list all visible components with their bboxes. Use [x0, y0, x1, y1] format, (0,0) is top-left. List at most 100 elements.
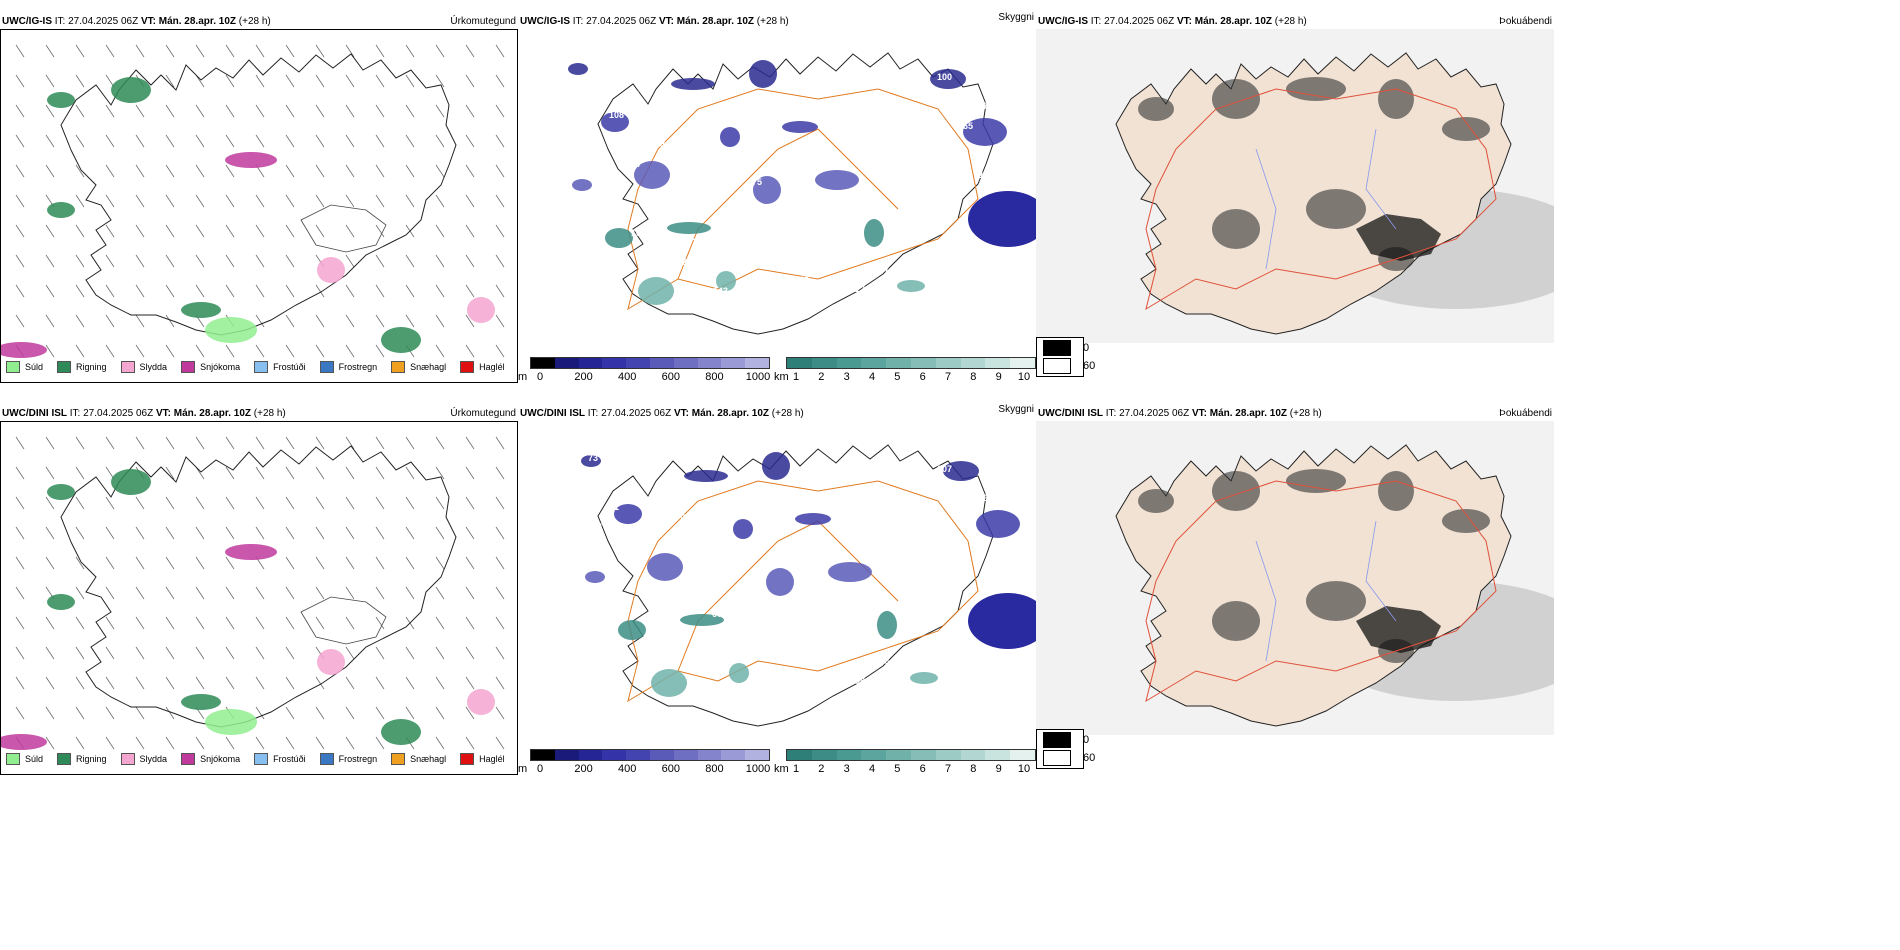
glacier-outline — [300, 204, 387, 253]
legend-label: Haglél — [479, 362, 505, 372]
colorbar-segment — [554, 358, 579, 368]
colorbar-segment — [910, 750, 936, 760]
fog-legend-label: 0 — [1083, 342, 1090, 354]
colorbar-segment — [721, 750, 746, 760]
colorbar-segment — [1010, 750, 1035, 760]
cloud-base-value: 69 — [896, 313, 906, 323]
cloud-base-value: 132 — [876, 63, 891, 73]
legend-item: Frostregn — [319, 753, 377, 765]
legend-label: Frostregn — [338, 362, 378, 372]
cloud-base-value: 125 — [732, 589, 747, 599]
cloud-base-value: 27 — [629, 90, 639, 100]
colorbar-tick: 200 — [574, 371, 593, 383]
panel-title: UWC/DINI ISL IT: 27.04.2025 06Z VT: Mán.… — [520, 408, 804, 419]
cloud-map: 73 75 100 61 70 160 64 113 62 218 147 81 67 127 125 152… — [518, 421, 1036, 749]
cloud-base-value: 99 — [835, 304, 845, 314]
cloud-base-value: 147 — [998, 473, 1013, 483]
legend-label: Frostúði — [273, 754, 306, 764]
colorbar-unit: m — [518, 371, 528, 383]
cloud-patch — [815, 170, 859, 190]
colorbar-tick: 7 — [944, 763, 952, 775]
legend-swatch — [460, 361, 475, 373]
legend-swatch — [460, 753, 475, 765]
coastline — [1115, 52, 1512, 335]
cloud-base-value: 74 — [733, 266, 743, 276]
precip-area — [47, 594, 75, 610]
cloud-base-value: 107 — [937, 464, 952, 474]
cloud-base-value: 131 — [590, 199, 605, 209]
cloud-base-value: 127 — [691, 560, 706, 570]
colorbar-segment — [836, 750, 862, 760]
cloud-patch — [733, 519, 753, 539]
precip-area — [225, 152, 277, 168]
legend-item: Snæhagl — [391, 753, 446, 765]
cloud-patch — [647, 553, 683, 581]
colorbar-segment — [745, 750, 769, 760]
colorbar-unit: m — [518, 763, 528, 775]
cloud-patch — [828, 562, 872, 582]
colorbar-tick: 0 — [536, 763, 544, 775]
legend-item: Slydda — [120, 361, 167, 373]
cloud-base-value: 110 — [998, 81, 1013, 91]
legend-label: Súld — [25, 754, 44, 764]
colorbar-segment — [554, 750, 579, 760]
cloud-panel-bottom: UWC/DINI ISL IT: 27.04.2025 06Z VT: Mán.… — [518, 404, 1036, 775]
panel-name: Þokuábendi — [1499, 16, 1552, 27]
colorbar-segment — [649, 750, 674, 760]
fog-legend-label: 60 — [1083, 752, 1096, 764]
panel-title: UWC/IG-IS IT: 27.04.2025 06Z VT: Mán. 28… — [1038, 16, 1307, 27]
precip-area — [205, 709, 257, 735]
legend-item: Snjókoma — [181, 753, 240, 765]
colorbar-strip — [786, 357, 1036, 369]
fog-map — [1036, 421, 1554, 735]
cloud-base-value: 364 — [754, 315, 769, 325]
cloud-base-value: 121 — [855, 284, 870, 294]
cloud-base-colorbar: m 0 200 400 600 800 1000 — [518, 749, 770, 779]
precip-map — [0, 29, 518, 383]
legend-label: Snæhagl — [410, 362, 447, 372]
colorbar-tick: 400 — [618, 763, 637, 775]
coastline — [60, 53, 457, 336]
fog-index-legend: 0 60 — [1036, 337, 1095, 377]
colorbar-tick: 3 — [843, 371, 850, 383]
colorbar-segment — [861, 750, 887, 760]
fog-panel-top: UWC/IG-IS IT: 27.04.2025 06Z VT: Mán. 28… — [1036, 15, 1554, 383]
colorbar-segment — [697, 358, 722, 368]
precip-area — [225, 544, 277, 560]
panel-title: UWC/IG-IS IT: 27.04.2025 06Z VT: Mán. 28… — [2, 16, 271, 27]
cloud-patch — [910, 672, 938, 684]
precip-area — [111, 77, 151, 103]
roads — [1145, 480, 1497, 703]
legend-label: Snjókoma — [200, 754, 241, 764]
colorbar-segment — [626, 750, 650, 760]
cloud-base-value: 70 — [814, 647, 824, 657]
fog-legend-item: 0 — [1043, 340, 1089, 356]
colorbar-segment — [811, 358, 837, 368]
cloud-base-value: 66 — [856, 83, 866, 93]
legend-item: Haglél — [460, 361, 505, 373]
colorbar-tick: 800 — [705, 371, 724, 383]
cloud-base-value: 83 — [815, 324, 825, 334]
legend-label: Súld — [25, 362, 44, 372]
cloud-base-value: 164 — [631, 228, 646, 238]
map-background — [1, 30, 517, 382]
cloud-patch — [963, 118, 1007, 146]
colorbar-tick: 200 — [574, 763, 593, 775]
legend-swatch — [6, 753, 20, 765]
fog-legend-label: 60 — [1083, 360, 1096, 372]
colorbar-segment — [697, 750, 722, 760]
legend-item: Snjókoma — [181, 361, 240, 373]
cloud-panel-top: UWC/IG-IS IT: 27.04.2025 06Z VT: Mán. 28… — [518, 12, 1036, 383]
legend-swatch — [254, 361, 269, 373]
legend-label: Rigning — [76, 754, 107, 764]
legend-item: Súld — [6, 753, 43, 765]
precip-area — [381, 719, 421, 745]
legend-label: Slydda — [139, 754, 168, 764]
cloud-base-value: 152 — [773, 618, 788, 628]
fog-legend-item: 60 — [1043, 358, 1095, 374]
cloud-base-value: 108 — [711, 148, 726, 158]
legend-item: Rigning — [57, 753, 107, 765]
cloud-base-value: 283 — [671, 188, 686, 198]
panel-name: Úrkomutegund — [450, 16, 516, 27]
cloud-base-value: 81 — [609, 502, 619, 512]
